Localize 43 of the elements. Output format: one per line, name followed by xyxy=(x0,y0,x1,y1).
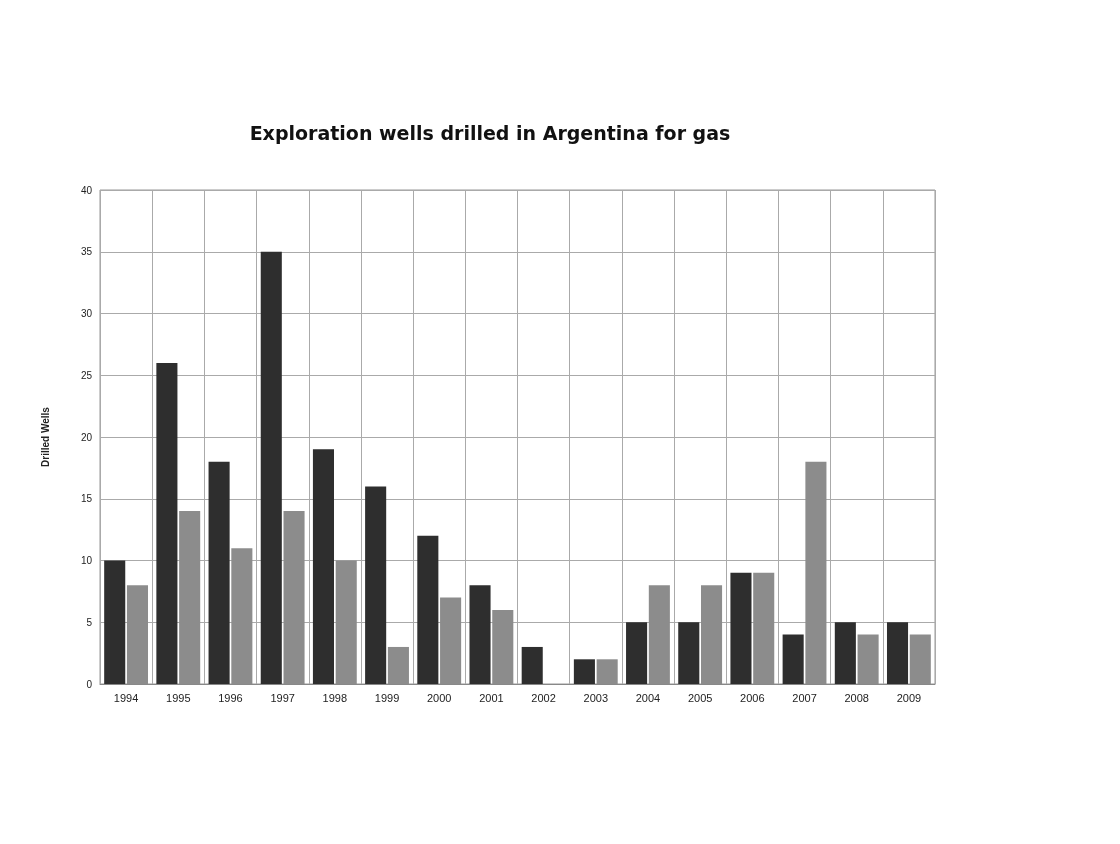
bar xyxy=(730,572,752,684)
y-tick-label: 5 xyxy=(86,616,93,628)
bar xyxy=(104,560,126,684)
x-tick-label: 2001 xyxy=(479,691,504,704)
y-tick-label: 0 xyxy=(86,678,93,690)
x-tick-label: 1995 xyxy=(166,691,191,704)
bar xyxy=(312,449,334,684)
x-tick-label: 1997 xyxy=(270,691,295,704)
x-tick-label: 2002 xyxy=(531,691,556,704)
bar xyxy=(678,622,700,684)
x-tick-label: 2004 xyxy=(635,691,661,704)
x-tick-label: 1999 xyxy=(374,691,400,704)
y-tick-label: 35 xyxy=(80,246,93,258)
bar xyxy=(834,622,856,684)
y-tick-label: 25 xyxy=(80,369,93,381)
y-axis-title: Drilled Wells xyxy=(39,406,51,467)
bar xyxy=(469,585,491,684)
bar xyxy=(365,486,387,684)
x-tick-label: 1998 xyxy=(322,691,348,704)
x-tick-label: 2005 xyxy=(687,691,713,704)
bar xyxy=(417,535,439,684)
x-tick-label: 2000 xyxy=(426,691,452,704)
x-tick-label: 1996 xyxy=(218,691,243,704)
y-tick-label: 40 xyxy=(80,184,93,196)
bar xyxy=(782,634,804,684)
x-tick-label: 2009 xyxy=(896,691,922,704)
bar xyxy=(260,251,282,684)
chart-title: Exploration wells drilled in Argentina for gas xyxy=(249,121,731,144)
x-tick-label: 1994 xyxy=(113,691,139,704)
bar xyxy=(626,622,648,684)
bar xyxy=(573,659,595,684)
bar xyxy=(208,461,230,684)
y-tick-label: 15 xyxy=(80,493,93,505)
x-tick-label: 2006 xyxy=(740,691,765,704)
x-tick-label: 2003 xyxy=(583,691,609,704)
bar xyxy=(886,622,909,684)
bar xyxy=(156,362,178,684)
y-tick-label: 20 xyxy=(80,431,93,443)
x-tick-label: 2008 xyxy=(844,691,869,704)
y-tick-label: 10 xyxy=(80,555,93,566)
x-tick-label: 2007 xyxy=(792,691,817,704)
y-tick-label: 30 xyxy=(80,308,93,319)
bar xyxy=(521,646,543,684)
